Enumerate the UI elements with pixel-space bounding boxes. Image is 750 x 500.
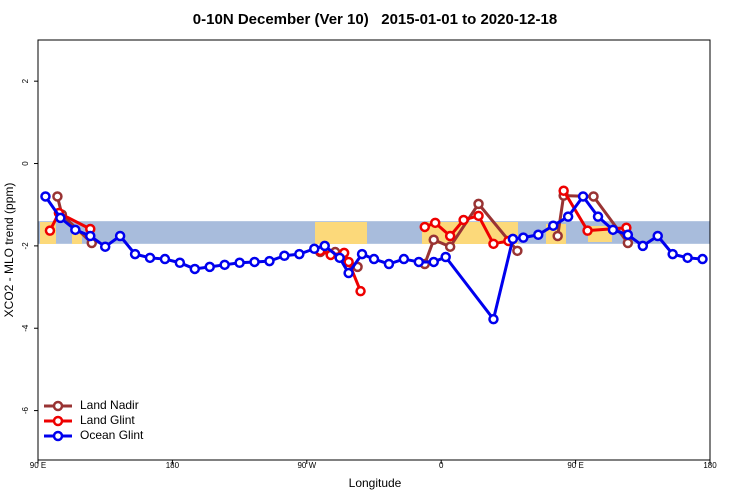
point	[507, 233, 519, 245]
x-tick-label: 180	[703, 461, 717, 470]
land	[315, 222, 367, 244]
x-tick-label: 0	[439, 461, 444, 470]
y-tick-label: -6	[21, 406, 30, 414]
chart-title: 0-10N December (Ver 10) 2015-01-01 to 20…	[193, 11, 557, 28]
point	[637, 240, 649, 252]
point	[518, 232, 529, 243]
point	[592, 211, 604, 222]
x-axis-label: Longitude	[349, 476, 402, 490]
point	[547, 220, 559, 231]
point	[652, 230, 663, 242]
point	[428, 234, 439, 245]
point	[219, 259, 230, 271]
legend-marker	[52, 400, 64, 412]
point	[55, 212, 66, 224]
point	[114, 230, 126, 242]
point	[444, 230, 456, 242]
point	[368, 253, 380, 265]
point	[458, 214, 469, 226]
point	[562, 211, 574, 222]
point	[264, 255, 275, 267]
marks	[40, 185, 708, 325]
legend-marker	[52, 430, 64, 442]
legend-label: Land Glint	[80, 413, 135, 427]
point	[334, 252, 345, 264]
point	[52, 191, 63, 202]
legend-marker	[52, 415, 64, 427]
point	[413, 256, 425, 268]
legend-label: Ocean Glint	[80, 428, 144, 442]
point	[40, 191, 51, 202]
point	[129, 248, 141, 260]
point	[99, 241, 111, 252]
point	[279, 250, 290, 262]
point	[533, 229, 544, 241]
point	[697, 253, 708, 265]
point	[429, 217, 441, 229]
point	[428, 256, 439, 268]
point	[355, 285, 366, 297]
point	[419, 221, 431, 233]
point	[234, 257, 245, 269]
point	[144, 252, 156, 264]
point	[249, 256, 260, 268]
x-tick-label: 90 E	[567, 461, 583, 470]
point	[444, 241, 456, 252]
point	[204, 261, 215, 273]
land	[72, 232, 82, 244]
point	[383, 258, 395, 270]
point	[488, 238, 499, 250]
legend-label: Land Nadir	[80, 398, 139, 412]
y-tick-label: -4	[21, 324, 30, 332]
plot-frame	[37, 39, 711, 461]
point	[319, 240, 330, 252]
x-tick-label: 90 E	[30, 461, 46, 470]
point	[588, 191, 599, 202]
point	[558, 185, 569, 196]
point	[682, 252, 693, 264]
point	[667, 248, 678, 260]
point	[440, 251, 451, 263]
point	[473, 210, 484, 222]
point	[622, 237, 634, 249]
point	[309, 243, 320, 255]
y-tick-label: 2	[21, 78, 30, 83]
point	[189, 263, 201, 275]
point	[607, 224, 619, 236]
point	[70, 224, 81, 236]
y-tick-label: -2	[21, 242, 30, 250]
point	[473, 198, 484, 210]
y-axis-label: XCO2 - MLO trend (ppm)	[2, 183, 16, 318]
point	[85, 230, 96, 242]
x-tick-label: 90 W	[297, 461, 316, 470]
y-tick-label: 0	[21, 161, 30, 166]
point	[552, 230, 563, 242]
x-tick-label: 180	[166, 461, 180, 470]
point	[488, 313, 499, 325]
point	[44, 225, 56, 236]
point	[577, 191, 589, 202]
point	[398, 253, 410, 265]
point	[343, 256, 354, 268]
point	[294, 248, 305, 260]
point	[174, 257, 186, 269]
point	[356, 248, 368, 260]
point	[159, 253, 171, 265]
axes: -6 -4 -2 0 2 90 E 180 90 W 0 90 E 180	[21, 78, 717, 470]
point	[582, 225, 593, 236]
point	[343, 267, 354, 279]
point	[512, 245, 523, 257]
point	[622, 229, 634, 241]
